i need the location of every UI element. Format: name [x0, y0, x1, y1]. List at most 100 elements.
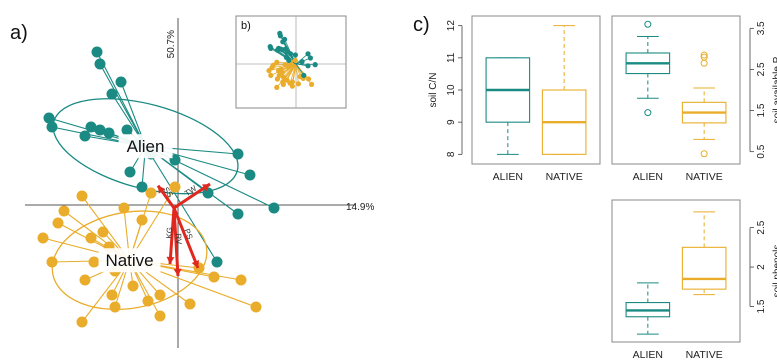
loading-label: TW [183, 183, 199, 198]
inset-native-point [292, 57, 298, 64]
native-point [97, 226, 109, 238]
x-category-label: ALIEN [633, 349, 663, 360]
inset-native-point [289, 83, 295, 89]
inset-native-point [274, 59, 280, 65]
native-point [184, 298, 196, 310]
vertical-axis-label: 50.7% [166, 30, 177, 58]
inset-native-point [268, 72, 274, 78]
alien-outlier [644, 20, 652, 28]
native-outlier [700, 53, 708, 61]
alien-point [211, 256, 223, 268]
native-group-label: Native [105, 251, 153, 270]
alien-point [268, 202, 280, 214]
inset-native-point [280, 74, 286, 80]
native-point [142, 295, 154, 307]
native-point [127, 280, 139, 292]
alien-point [136, 181, 148, 193]
plot-frame [611, 15, 741, 165]
inset-native-point [270, 62, 276, 68]
y-axis-label: soil available P [772, 56, 777, 123]
alien-point [94, 124, 106, 136]
inset-native-point [289, 79, 295, 85]
inset-alien-point [299, 59, 305, 65]
x-category-label: ALIEN [493, 171, 523, 183]
alien-point [124, 166, 136, 178]
loading-arrowhead [173, 268, 182, 276]
native-point [79, 274, 91, 286]
y-tick-label: 10 [446, 84, 457, 96]
inset-alien-point [312, 62, 318, 68]
inset-alien-point [277, 33, 283, 39]
y-tick-label: 2.5 [756, 220, 767, 234]
panel-label-b: b) [241, 20, 251, 32]
native-point [118, 202, 130, 214]
native-point [136, 214, 148, 226]
native-confidence-ellipse [51, 210, 208, 311]
inset-alien-point [305, 51, 311, 57]
inset-alien-point [280, 39, 286, 45]
loading-label: RV [174, 233, 184, 245]
alien-point [79, 130, 91, 142]
alien-group-label: Alien [127, 137, 165, 156]
boxplot-c-bottom-right: 1.5 2 2.5 soil phenols ALIEN NATIVE [611, 199, 777, 360]
native-point [145, 187, 157, 199]
loading-arrowhead [166, 256, 175, 264]
x-category-label: NATIVE [686, 171, 723, 183]
inset-native-spoke [276, 63, 297, 88]
alien-spoke [99, 63, 147, 147]
alien-label-bg [118, 134, 173, 159]
boxplot-panels: 8 9 10 11 12 soil C/N ALIEN NATIVE 0.5 1.5 2.5 3.5 s… [428, 15, 777, 360]
inset-alien-point [301, 72, 307, 78]
native-point [109, 301, 121, 313]
loading-arrow [173, 182, 211, 210]
inset-alien-spoke [295, 53, 309, 65]
inset-alien-point [307, 55, 313, 61]
inset-alien-point [288, 51, 294, 57]
inset-native-point [280, 81, 286, 87]
native-point [235, 274, 247, 286]
native-point [76, 190, 88, 202]
alien-point [85, 121, 97, 133]
plot-frame [471, 15, 601, 165]
native-point [52, 217, 64, 229]
inset-native-point [282, 62, 288, 68]
alien-point [202, 187, 214, 199]
native-point [208, 271, 220, 283]
boxplot-c-top-left: 8 9 10 11 12 soil C/N ALIEN NATIVE [428, 15, 601, 183]
plot-frame [611, 199, 741, 343]
native-box [681, 246, 727, 290]
native-point [154, 289, 166, 301]
y-tick-label: 2.5 [756, 62, 767, 76]
loading-arrow [172, 207, 200, 269]
native-label-bg [98, 248, 161, 273]
native-point [169, 181, 181, 193]
inset-native-spoke [295, 63, 299, 84]
y-tick-label: 0.5 [756, 144, 767, 158]
native-point [85, 232, 97, 244]
alien-outlier [644, 109, 652, 117]
native-point [154, 310, 166, 322]
y-tick-label: 11 [446, 52, 457, 63]
loading-label: PS [182, 227, 194, 240]
x-category-label: NATIVE [546, 171, 583, 183]
y-tick-label: 1.5 [756, 299, 767, 313]
alien-point [46, 121, 58, 133]
alien-point [94, 58, 106, 70]
inset-native-point [306, 76, 312, 82]
alien-point [244, 169, 256, 181]
loading-arrowhead [191, 260, 200, 268]
y-axis-label: soil phenols [772, 245, 777, 298]
alien-point [43, 112, 55, 124]
boxplot-c-top-right: 0.5 1.5 2.5 3.5 soil available P ALIEN NATIVE [611, 15, 777, 183]
alien-point [115, 76, 127, 88]
alien-point [121, 124, 133, 136]
inset-alien-point [305, 63, 311, 69]
alien-point [103, 127, 115, 139]
inset-biplot-panel: b) [235, 15, 347, 109]
inset-alien-point [268, 45, 274, 52]
x-category-label: ALIEN [633, 171, 663, 183]
y-tick-label: 8 [446, 151, 457, 157]
panel-label-a: a) [10, 22, 28, 44]
